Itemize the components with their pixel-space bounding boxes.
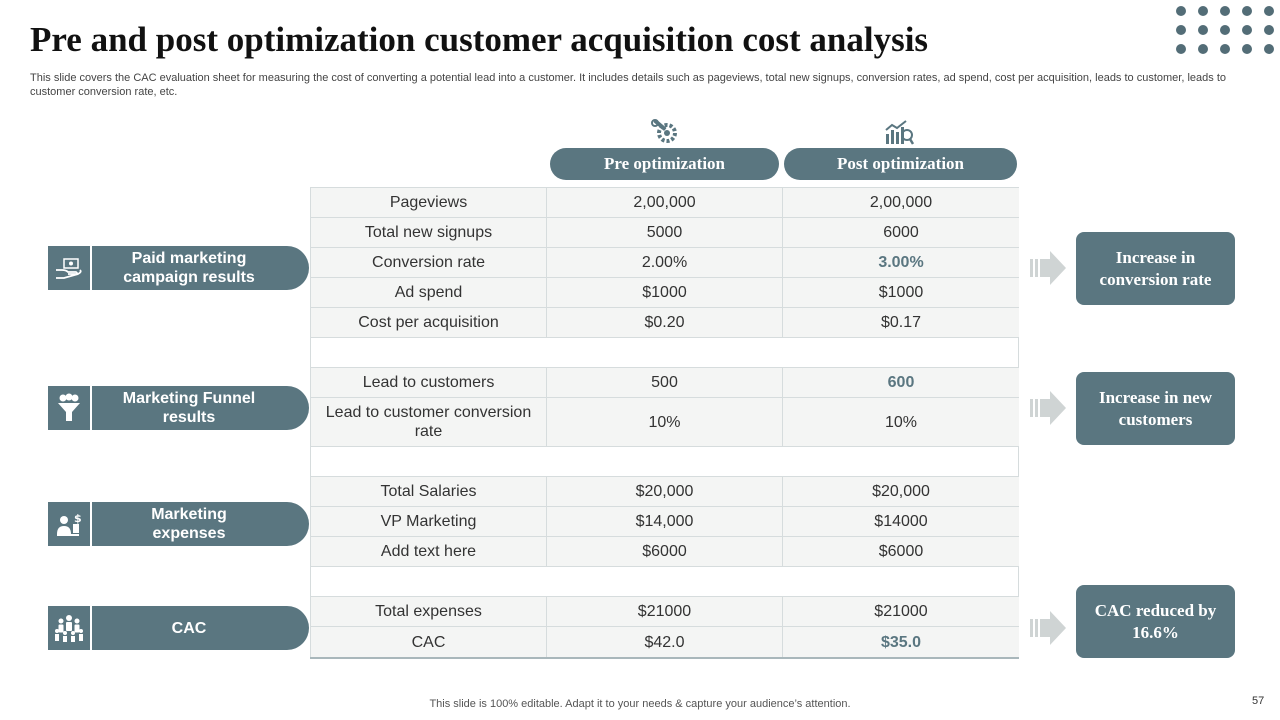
pre-value: 2.00% [547,248,783,277]
metric-label: Add text here [311,537,547,566]
table-row: Lead to customers 500 600 [311,368,1019,398]
section-label: CAC [171,619,207,637]
post-value: $21000 [874,603,928,620]
pre-value: 2,00,000 [547,188,783,217]
metric-label: Pageviews [311,188,547,217]
page-subtitle: This slide covers the CAC evaluation she… [30,72,1226,98]
pre-value: $0.20 [547,308,783,337]
funnel-icon [48,386,92,430]
pre-value: $14,000 [547,507,783,536]
post-value: 10% [884,413,918,431]
metric-label: Lead to customers [311,368,547,397]
pre-optimization-header: Pre optimization [550,148,779,180]
svg-text:$: $ [74,512,82,525]
table-row: Add text here $6000 $6000 [311,537,1019,567]
table-row: Total new signups 5000 6000 [311,218,1019,248]
table-row: Pageviews 2,00,000 2,00,000 [311,188,1019,218]
table-bottom-border [310,657,1019,659]
section-expenses: $ Marketing expenses [48,502,309,546]
footer-note: This slide is 100% editable. Adapt it to… [429,698,851,710]
table-row: Cost per acquisition $0.20 $0.17 [311,308,1019,338]
post-value: $20,000 [872,483,930,500]
person-money-icon: $ [48,502,92,546]
post-value: 2,00,000 [869,194,933,211]
post-value: $0.17 [880,314,922,331]
section-label: Paid marketing campaign results [123,250,255,286]
post-value: 6000 [883,224,919,241]
metric-label: Total Salaries [311,477,547,506]
post-value: 600 [887,374,915,391]
metric-label: Conversion rate [311,248,547,277]
post-value: $14000 [874,513,928,530]
section-funnel: Marketing Funnel results [48,386,309,430]
section-label: Marketing expenses [151,506,227,542]
pre-value: 5000 [547,218,783,247]
page-number: 57 [1252,695,1265,707]
pre-value: $21000 [547,597,783,626]
post-optimization-header: Post optimization [784,148,1017,180]
pre-value: $6000 [547,537,783,566]
table-row: Ad spend $1000 $1000 [311,278,1019,308]
section-cac: CAC [48,606,309,650]
pre-value: 10% [547,398,783,446]
result-new-customers: Increase in new customers [1076,372,1235,445]
pre-value: $42.0 [547,627,783,658]
page-title: Pre and post optimization customer acqui… [30,20,929,59]
table-spacer-row [311,338,1019,368]
metric-label: Cost per acquisition [311,308,547,337]
metric-label: VP Marketing [311,507,547,536]
metric-label: Total expenses [311,597,547,626]
table-row: Total Salaries $20,000 $20,000 [311,477,1019,507]
pre-value: 500 [547,368,783,397]
pre-value: $1000 [547,278,783,307]
section-paid-marketing: Paid marketing campaign results [48,246,309,290]
arrow-right-icon [1030,251,1066,285]
cac-table: Pageviews 2,00,000 2,00,000 Total new si… [310,187,1019,659]
metric-label: CAC [311,627,547,658]
arrow-right-icon [1030,611,1066,645]
arrow-right-icon [1030,391,1066,425]
post-value: 3.00% [878,254,924,271]
table-spacer-row [311,447,1019,477]
table-row: Total expenses $21000 $21000 [311,597,1019,627]
money-hand-icon [48,246,92,290]
gear-wrench-icon [651,119,677,143]
table-row: Conversion rate 2.00% 3.00% [311,248,1019,278]
metric-label: Ad spend [311,278,547,307]
section-label: Marketing Funnel results [122,390,256,426]
pre-value: $20,000 [547,477,783,506]
decorative-dots [1176,6,1276,54]
post-value: $6000 [878,543,924,560]
metric-label: Total new signups [311,218,547,247]
team-icon [48,606,92,650]
post-value: $1000 [878,284,924,301]
post-value: $35.0 [880,634,922,651]
result-cac-reduced: CAC reduced by 16.6% [1076,585,1235,658]
metric-label: Lead to customer conversion rate [311,398,547,446]
table-row: VP Marketing $14,000 $14000 [311,507,1019,537]
table-spacer-row [311,567,1019,597]
growth-chart-icon [885,120,914,145]
table-row: CAC $42.0 $35.0 [311,627,1019,658]
table-row: Lead to customer conversion rate 10% 10% [311,398,1019,447]
result-conversion-rate: Increase in conversion rate [1076,232,1235,305]
